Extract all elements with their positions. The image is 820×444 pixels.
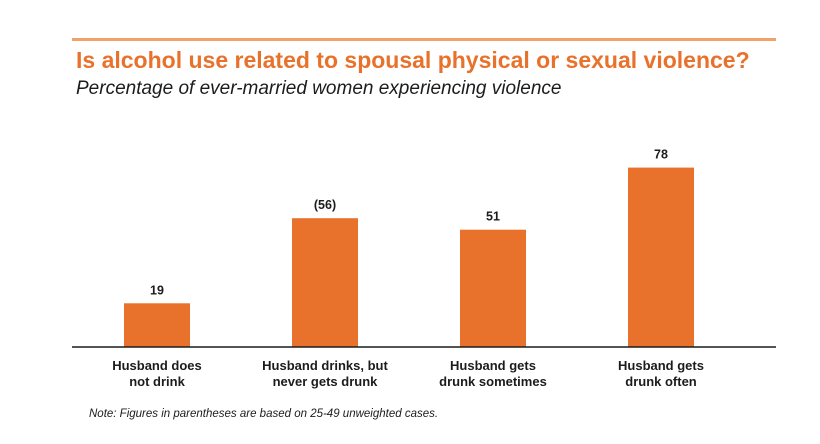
title-rule [72, 38, 776, 41]
bar [124, 303, 190, 347]
category-label: not drink [129, 374, 185, 389]
bar-value-label: (56) [314, 198, 336, 212]
category-label: Husband drinks, but [262, 358, 388, 373]
bar-value-label: 78 [654, 148, 668, 162]
chart-title: Is alcohol use related to spousal physic… [76, 47, 750, 73]
category-label: Husband does [112, 358, 202, 373]
category-label: drunk often [625, 374, 697, 389]
footnote: Note: Figures in parentheses are based o… [89, 408, 439, 420]
category-label: drunk sometimes [439, 374, 547, 389]
bar-value-label: 19 [150, 283, 164, 297]
category-label: Husband gets [450, 358, 536, 373]
bar [628, 167, 694, 347]
chart-subtitle: Percentage of ever-married women experie… [76, 78, 562, 99]
category-label: never gets drunk [273, 374, 379, 389]
bar [460, 229, 526, 347]
bar [292, 218, 358, 347]
bar-value-label: 51 [486, 210, 500, 224]
category-label: Husband gets [618, 358, 704, 373]
